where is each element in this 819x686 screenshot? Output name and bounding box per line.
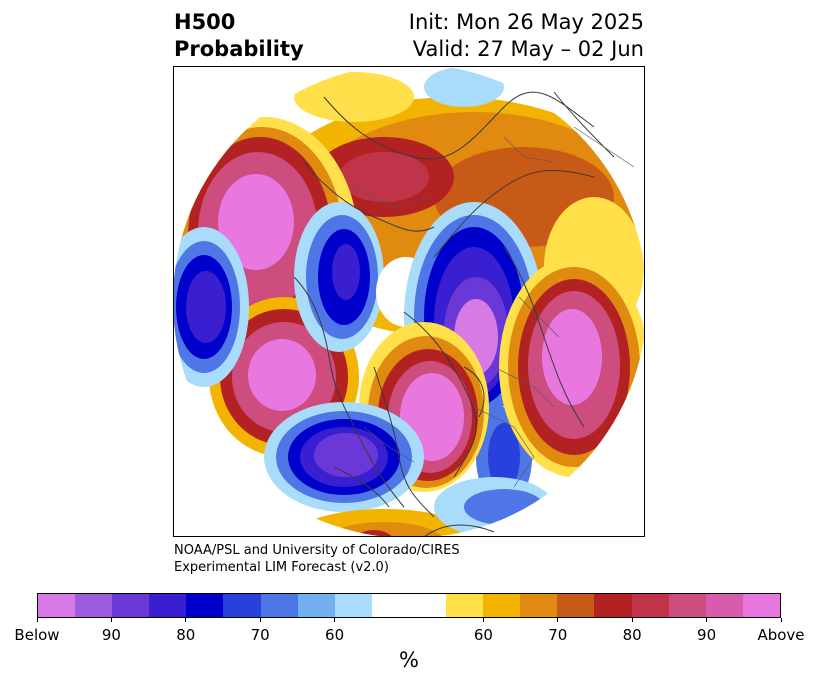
colorbar-tick-label: Above: [757, 626, 805, 644]
colorbar-swatch: [483, 594, 521, 617]
colorbar-label: %: [399, 648, 419, 672]
colorbar-tick-label: 80: [176, 626, 196, 644]
title-left: H500 Probability: [174, 9, 304, 63]
colorbar-tick-label: Below: [14, 626, 60, 644]
colorbar-tick-mark: [334, 618, 336, 622]
probability-map: [173, 66, 645, 537]
map-svg: [174, 67, 644, 536]
colorbar-swatch: [594, 594, 632, 617]
colorbar-swatch: [38, 594, 76, 617]
colorbar-swatch: [223, 594, 261, 617]
borders: [353, 126, 635, 488]
colorbar-tick-label: 80: [622, 626, 642, 644]
credit-line1: NOAA/PSL and University of Colorado/CIRE…: [174, 543, 460, 558]
colorbar-swatch: [186, 594, 224, 617]
colorbar-tick-label: 60: [473, 626, 493, 644]
colorbar-tick-label: 90: [697, 626, 717, 644]
colorbar-swatch: [371, 594, 409, 617]
colorbar-swatch: [297, 594, 335, 617]
colorbar-swatch: [631, 594, 669, 617]
credit: NOAA/PSL and University of Colorado/CIRE…: [174, 542, 460, 576]
colorbar-swatch: [557, 594, 595, 617]
colorbar-tick-mark: [259, 618, 261, 622]
colorbar-tick-label: 90: [101, 626, 121, 644]
colorbar: [37, 593, 781, 618]
colorbar-tick-mark: [36, 618, 38, 622]
colorbar-tick-mark: [557, 618, 559, 622]
colorbar-swatch: [668, 594, 706, 617]
valid-range: Valid: 27 May – 02 Jun: [412, 37, 644, 61]
colorbar-tick-mark: [185, 618, 187, 622]
colorbar-swatch: [446, 594, 484, 617]
colorbar-tick-mark: [482, 618, 484, 622]
title-right: Init: Mon 26 May 2025 Valid: 27 May – 02…: [409, 9, 644, 63]
colorbar-swatch: [112, 594, 150, 617]
colorbar-swatch: [75, 594, 113, 617]
colorbar-swatch: [260, 594, 298, 617]
colorbar-swatch: [408, 594, 447, 617]
colorbar-swatch: [742, 594, 780, 617]
colorbar-tick-mark: [631, 618, 633, 622]
colorbar-tick-label: 60: [325, 626, 345, 644]
colorbar-tick-mark: [110, 618, 112, 622]
title-variable: H500: [174, 10, 236, 34]
probability-shading: [174, 67, 644, 536]
colorbar-tick-label: 70: [250, 626, 270, 644]
colorbar-swatch: [705, 594, 743, 617]
title-field: Probability: [174, 37, 304, 61]
credit-line2: Experimental LIM Forecast (v2.0): [174, 560, 389, 575]
colorbar-swatch: [520, 594, 558, 617]
colorbar-tick-mark: [706, 618, 708, 622]
colorbar-swatch: [334, 594, 372, 617]
colorbar-tick-label: 70: [548, 626, 568, 644]
colorbar-swatch: [149, 594, 187, 617]
coastlines: [293, 91, 615, 536]
colorbar-tick-mark: [780, 618, 782, 622]
init-date: Init: Mon 26 May 2025: [408, 10, 644, 34]
